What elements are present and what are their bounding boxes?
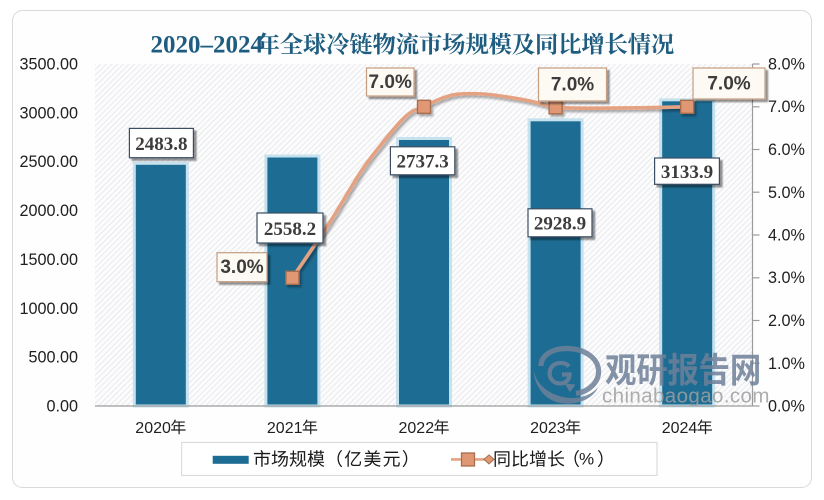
svg-text:3.0%: 3.0%	[768, 269, 805, 287]
svg-text:7.0%: 7.0%	[707, 74, 750, 95]
svg-text:2928.9: 2928.9	[534, 214, 586, 235]
svg-text:7.0%: 7.0%	[551, 75, 594, 96]
svg-text:2022: 2022	[399, 420, 435, 437]
svg-text:chinabaogao.com: chinabaogao.com	[602, 385, 770, 408]
svg-text:3133.9: 3133.9	[661, 162, 713, 183]
svg-text:2023: 2023	[530, 420, 566, 437]
svg-text:500.00: 500.00	[28, 349, 78, 367]
svg-text:2020: 2020	[135, 420, 171, 437]
svg-text:1500.00: 1500.00	[19, 251, 78, 269]
svg-text:3000.00: 3000.00	[19, 104, 78, 122]
svg-text:2558.2: 2558.2	[264, 219, 316, 240]
svg-text:1000.00: 1000.00	[19, 300, 78, 318]
svg-text:2.0%: 2.0%	[768, 312, 805, 330]
svg-text:0.00: 0.00	[46, 398, 78, 416]
svg-text:2483.8: 2483.8	[135, 134, 187, 155]
svg-text:8.0%: 8.0%	[768, 56, 805, 74]
svg-text:2000.00: 2000.00	[19, 202, 78, 220]
svg-text:3500.00: 3500.00	[19, 56, 78, 74]
svg-text:3.0%: 3.0%	[220, 257, 263, 278]
svg-text:6.0%: 6.0%	[768, 141, 805, 159]
svg-text:0.0%: 0.0%	[768, 398, 805, 416]
svg-text:7.0%: 7.0%	[369, 72, 412, 93]
svg-text:%: %	[579, 450, 594, 469]
svg-text:5.0%: 5.0%	[768, 184, 805, 202]
svg-text:2024: 2024	[662, 420, 698, 437]
svg-text:2737.3: 2737.3	[396, 152, 448, 173]
svg-text:2500.00: 2500.00	[19, 153, 78, 171]
svg-text:7.0%: 7.0%	[768, 98, 805, 116]
svg-text:1.0%: 1.0%	[768, 355, 805, 373]
svg-text:4.0%: 4.0%	[768, 227, 805, 245]
svg-text:2020–2024: 2020–2024	[151, 32, 264, 59]
svg-text:2021: 2021	[267, 420, 303, 437]
